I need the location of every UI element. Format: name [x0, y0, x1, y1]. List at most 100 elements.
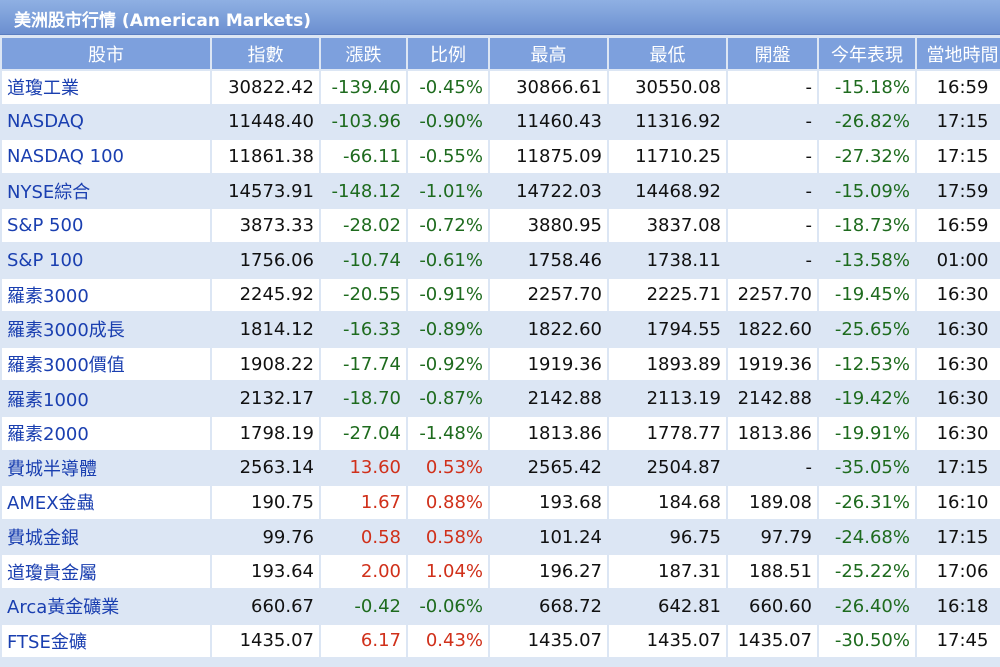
high-value: 1919.36: [490, 347, 607, 381]
percent-value: 0.88%: [408, 486, 488, 519]
header-row: 股市 指數 漲跌 比例 最高 最低 開盤 今年表現 當地時間: [2, 38, 1000, 69]
panel-title: 美洲股市行情 (American Markets): [14, 11, 312, 31]
high-value: 2565.42: [490, 451, 607, 485]
change-value: -16.33: [321, 313, 406, 346]
local-time: 16:30: [917, 313, 1000, 346]
low-value: 1778.77: [609, 416, 726, 450]
open-value: -: [728, 209, 817, 242]
table-row: 羅素3000價值 1908.22 -17.74 -0.92% 1919.36 1893.8…: [2, 347, 1000, 381]
open-value: 97.79: [728, 520, 817, 554]
ytd-value: -19.91%: [819, 416, 915, 450]
percent-value: -0.45%: [408, 71, 488, 104]
market-name[interactable]: 道瓊貴金屬: [2, 555, 210, 588]
market-name[interactable]: Arca黃金礦業: [2, 589, 210, 623]
ytd-value: -25.22%: [819, 555, 915, 588]
market-name[interactable]: S&P 500: [2, 209, 210, 242]
high-value: 14722.03: [490, 174, 607, 208]
change-value: 1.67: [321, 486, 406, 519]
local-time: 16:18: [917, 589, 1000, 623]
col-header-percent[interactable]: 比例: [408, 38, 488, 69]
index-value: 11861.38: [212, 140, 319, 173]
table-row: 羅素1000 2132.17 -18.70 -0.87% 2142.88 2113.19 2…: [2, 382, 1000, 415]
high-value: 11875.09: [490, 140, 607, 173]
table-row: 道瓊工業 30822.42 -139.40 -0.45% 30866.61 30550.0…: [2, 71, 1000, 104]
local-time: 17:15: [917, 520, 1000, 554]
market-name[interactable]: AMEX金蟲: [2, 486, 210, 519]
col-header-market[interactable]: 股市: [2, 38, 210, 69]
local-time: 16:10: [917, 486, 1000, 519]
market-name[interactable]: 羅素3000: [2, 278, 210, 312]
index-value: 1814.12: [212, 313, 319, 346]
index-value: 1908.22: [212, 347, 319, 381]
panel-titlebar: 美洲股市行情 (American Markets): [0, 0, 1000, 35]
open-value: 2142.88: [728, 382, 817, 415]
local-time: 16:30: [917, 347, 1000, 381]
change-value: -66.11: [321, 140, 406, 173]
low-value: 1435.07: [609, 624, 726, 658]
open-value: 660.60: [728, 589, 817, 623]
table-row: 費城半導體 2563.14 13.60 0.53% 2565.42 2504.87- -35…: [2, 451, 1000, 485]
ytd-value: -19.42%: [819, 382, 915, 415]
market-name[interactable]: 費城半導體: [2, 451, 210, 485]
index-value: 1756.06: [212, 243, 319, 277]
local-time: 01:00: [917, 243, 1000, 277]
table-row: Arca黃金礦業 660.67 -0.42 -0.06% 668.72 642.81 660…: [2, 589, 1000, 623]
percent-value: 0.43%: [408, 624, 488, 658]
open-value: -: [728, 105, 817, 139]
ytd-value: -30.50%: [819, 624, 915, 658]
ytd-value: -26.82%: [819, 105, 915, 139]
col-header-open[interactable]: 開盤: [728, 38, 817, 69]
percent-value: -0.61%: [408, 243, 488, 277]
high-value: 1813.86: [490, 416, 607, 450]
ytd-value: -12.53%: [819, 347, 915, 381]
percent-value: -0.55%: [408, 140, 488, 173]
table-row: 羅素3000 2245.92 -20.55 -0.91% 2257.70 2225.71 2…: [2, 278, 1000, 312]
market-name[interactable]: 費城金銀: [2, 520, 210, 554]
col-header-change[interactable]: 漲跌: [321, 38, 406, 69]
open-value: 1822.60: [728, 313, 817, 346]
market-name[interactable]: NASDAQ 100: [2, 140, 210, 173]
change-value: 2.00: [321, 555, 406, 588]
open-value: 2257.70: [728, 278, 817, 312]
col-header-index[interactable]: 指數: [212, 38, 319, 69]
market-name[interactable]: NASDAQ: [2, 105, 210, 139]
market-name[interactable]: NYSE綜合: [2, 174, 210, 208]
table-body: 道瓊工業 30822.42 -139.40 -0.45% 30866.61 30550.0…: [2, 71, 1000, 658]
col-header-ytd[interactable]: 今年表現: [819, 38, 915, 69]
change-value: 13.60: [321, 451, 406, 485]
local-time: 16:30: [917, 382, 1000, 415]
table-row: NASDAQ 11448.40 -103.96 -0.90% 11460.43 11316…: [2, 105, 1000, 139]
percent-value: -0.90%: [408, 105, 488, 139]
ytd-value: -15.09%: [819, 174, 915, 208]
local-time: 16:59: [917, 209, 1000, 242]
open-value: -: [728, 243, 817, 277]
high-value: 1822.60: [490, 313, 607, 346]
low-value: 30550.08: [609, 71, 726, 104]
percent-value: 0.53%: [408, 451, 488, 485]
open-value: -: [728, 140, 817, 173]
table-row: 費城金銀 99.76 0.58 0.58% 101.24 96.75 97.79 -24.68…: [2, 520, 1000, 554]
low-value: 2225.71: [609, 278, 726, 312]
market-name[interactable]: 羅素3000成長: [2, 313, 210, 346]
local-time: 17:59: [917, 174, 1000, 208]
table-row: 羅素3000成長 1814.12 -16.33 -0.89% 1822.60 1794.5…: [2, 313, 1000, 346]
market-name[interactable]: 道瓊工業: [2, 71, 210, 104]
market-name[interactable]: 羅素3000價值: [2, 347, 210, 381]
market-name[interactable]: 羅素1000: [2, 382, 210, 415]
open-value: -: [728, 71, 817, 104]
ytd-value: -26.40%: [819, 589, 915, 623]
ytd-value: -18.73%: [819, 209, 915, 242]
ytd-value: -24.68%: [819, 520, 915, 554]
market-name[interactable]: 羅素2000: [2, 416, 210, 450]
index-value: 190.75: [212, 486, 319, 519]
market-name[interactable]: FTSE金礦: [2, 624, 210, 658]
high-value: 193.68: [490, 486, 607, 519]
market-name[interactable]: S&P 100: [2, 243, 210, 277]
col-header-local-time[interactable]: 當地時間: [917, 38, 1000, 69]
col-header-high[interactable]: 最高: [490, 38, 607, 69]
change-value: -148.12: [321, 174, 406, 208]
low-value: 642.81: [609, 589, 726, 623]
local-time: 16:30: [917, 416, 1000, 450]
col-header-low[interactable]: 最低: [609, 38, 726, 69]
